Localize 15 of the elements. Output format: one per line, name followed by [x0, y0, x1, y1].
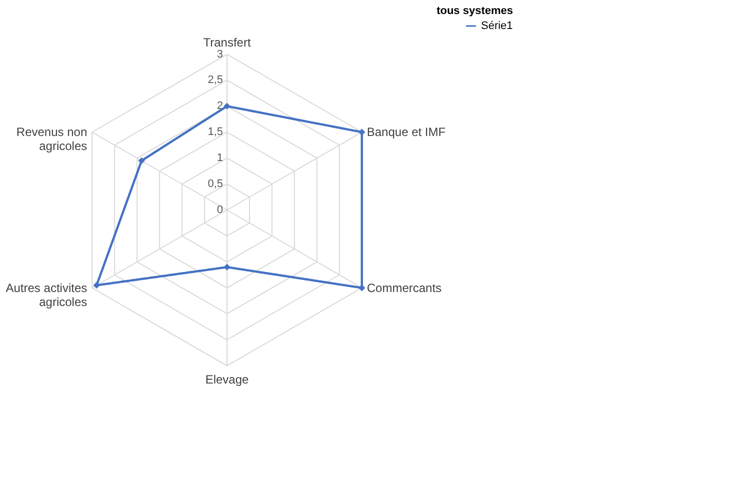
y-tick-label: 1 [216, 152, 223, 164]
y-tick-label: 1,5 [208, 126, 223, 138]
y-tick-label: 0,5 [208, 178, 223, 190]
legend-label: Série1 [481, 20, 513, 32]
spoke-label: Autres activites agricoles [6, 280, 88, 309]
spoke-label: Transfert [203, 35, 252, 50]
spoke-label: Revenus non agricoles [16, 125, 88, 154]
y-tick-label: 2 [216, 100, 223, 112]
spoke-label: Commercants [366, 280, 442, 295]
chart-title: tous systemes [436, 5, 513, 17]
spoke-label: Banque et IMF [366, 125, 446, 140]
spoke-label: Elevage [205, 372, 250, 387]
y-tick-label: 3 [216, 48, 223, 60]
y-tick-label: 2,5 [208, 74, 223, 86]
y-tick-label: 0 [216, 204, 223, 216]
